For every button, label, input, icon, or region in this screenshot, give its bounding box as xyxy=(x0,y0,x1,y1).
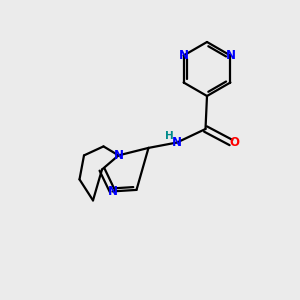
Text: H: H xyxy=(165,131,174,141)
Text: N: N xyxy=(172,136,182,149)
Text: N: N xyxy=(107,185,118,198)
Text: O: O xyxy=(230,136,240,149)
Text: N: N xyxy=(225,49,236,62)
Text: N: N xyxy=(178,49,189,62)
Text: N: N xyxy=(113,149,124,162)
